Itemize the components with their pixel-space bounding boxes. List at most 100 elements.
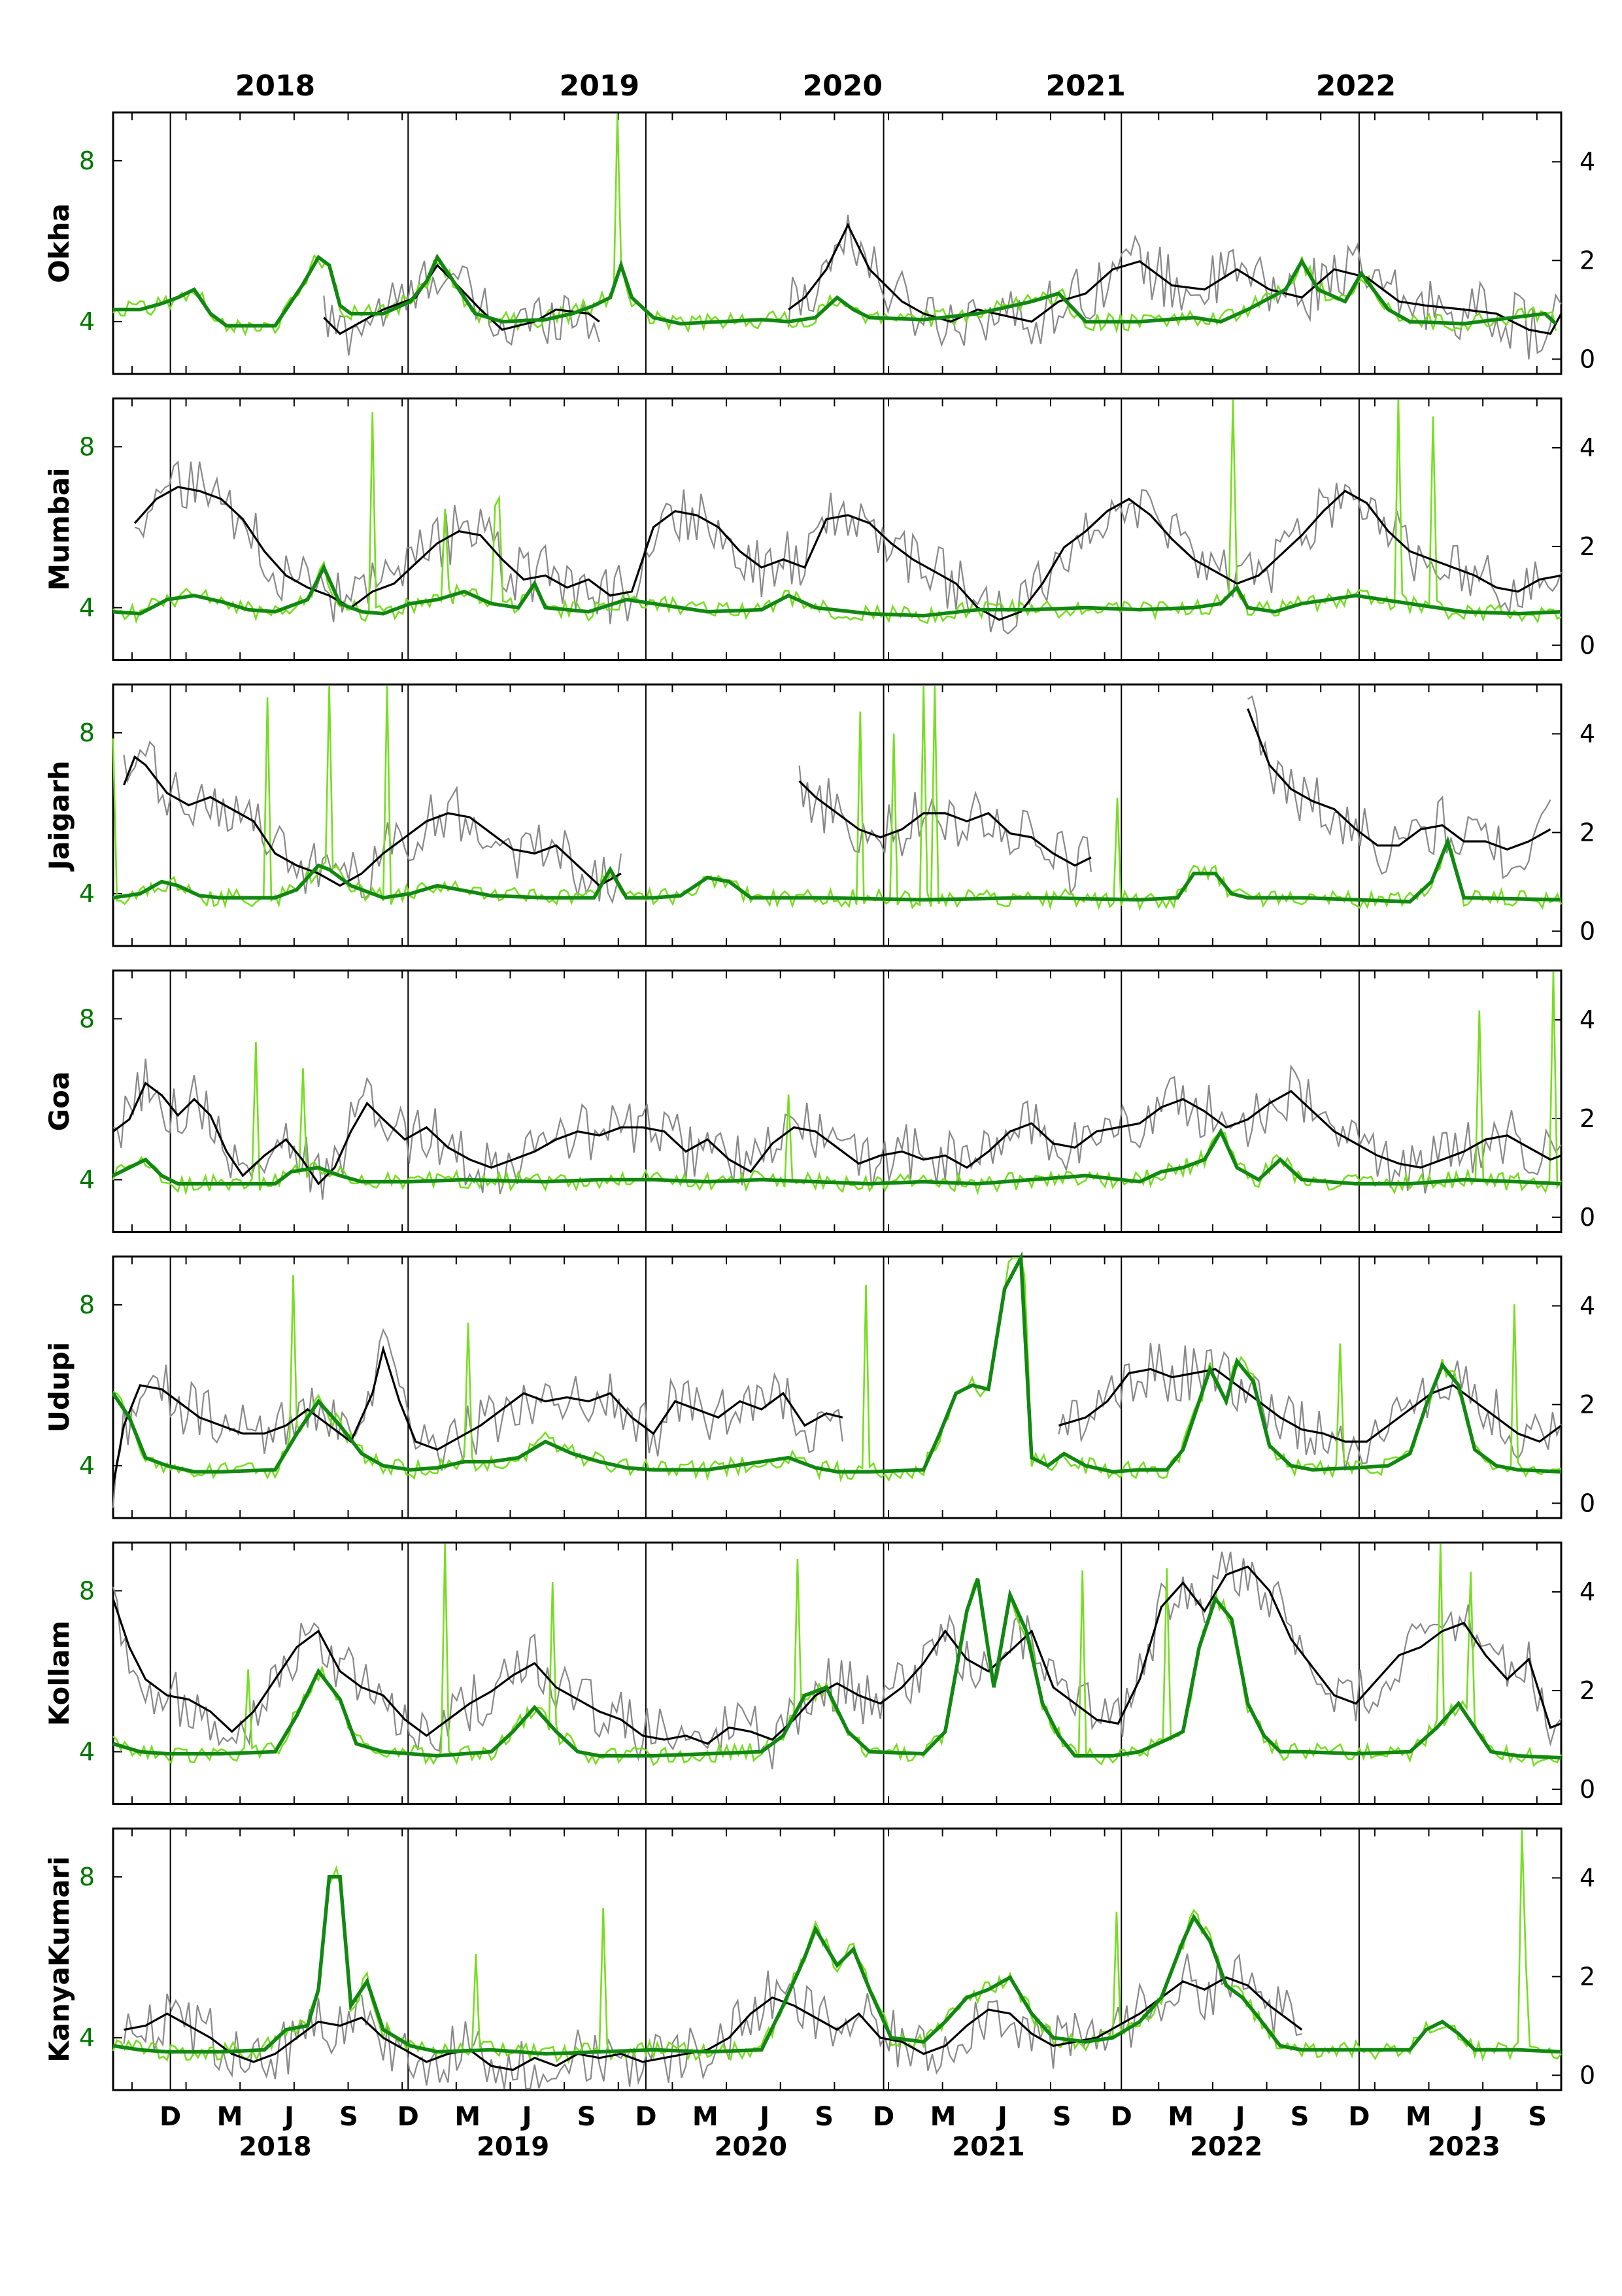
smooth-black-series-jaigarh xyxy=(123,708,1551,887)
left-tick-label: 8 xyxy=(79,1004,95,1033)
raw-gray-series-okha xyxy=(323,214,1562,360)
bottom-month-label: D xyxy=(397,2102,419,2132)
bottom-month-label: J xyxy=(996,2102,1007,2132)
smooth-green-series-mumbai xyxy=(112,563,1562,618)
smooth-green-series-goa xyxy=(112,1127,1562,1186)
bottom-month-label: J xyxy=(1234,2102,1245,2132)
top-year-label-2019: 2019 xyxy=(560,69,639,103)
raw-green-series-udupi xyxy=(112,1257,1562,1483)
right-tick-label: 4 xyxy=(1580,1291,1595,1320)
right-tick-label: 0 xyxy=(1580,345,1595,373)
bottom-year-label-2018: 2018 xyxy=(239,2132,311,2162)
right-tick-label: 0 xyxy=(1580,1203,1595,1232)
raw-green-series-mumbai xyxy=(112,399,1562,624)
right-tick-label: 4 xyxy=(1580,719,1595,748)
bottom-month-label: S xyxy=(1528,2102,1547,2132)
raw-green-series-kanyakumari xyxy=(112,1829,1563,2064)
bottom-month-label: S xyxy=(1053,2102,1072,2132)
top-year-label-2020: 2020 xyxy=(803,69,883,103)
smooth-green-series-kanyakumari xyxy=(112,1875,1562,2056)
top-year-label-2021: 2021 xyxy=(1045,69,1125,103)
right-tick-label: 0 xyxy=(1580,1489,1595,1517)
raw-gray-series-kanyakumari xyxy=(123,1953,1302,2090)
bottom-month-label: D xyxy=(1111,2102,1132,2132)
left-tick-label: 8 xyxy=(79,718,95,747)
bottom-month-label: S xyxy=(815,2102,834,2132)
bottom-month-label: J xyxy=(520,2102,532,2132)
bottom-month-label: M xyxy=(1168,2102,1194,2132)
panel-label-mumbai: Mumbai xyxy=(43,467,75,590)
right-tick-label: 2 xyxy=(1580,532,1595,561)
bottom-month-label: S xyxy=(339,2102,358,2132)
smooth-black-series-kollam xyxy=(112,1565,1562,1746)
panel-label-kanyakumari: KanyaKumari xyxy=(43,1856,75,2062)
bottom-year-label-2022: 2022 xyxy=(1190,2132,1262,2162)
raw-gray-series-udupi xyxy=(112,1328,1563,1508)
panel-frame-mumbai xyxy=(112,397,1563,661)
right-tick-label: 2 xyxy=(1580,1104,1595,1133)
panel-label-jaigarh: Jaigarh xyxy=(43,760,75,871)
bottom-month-label: M xyxy=(692,2102,718,2132)
left-tick-label: 4 xyxy=(79,1166,95,1194)
smooth-green-series-udupi xyxy=(111,1251,1562,1474)
bottom-year-label-2021: 2021 xyxy=(952,2132,1024,2162)
right-tick-label: 4 xyxy=(1580,1005,1595,1034)
left-tick-label: 8 xyxy=(79,146,95,175)
smooth-black-series-mumbai xyxy=(133,486,1562,621)
bottom-month-label: J xyxy=(282,2102,294,2132)
bottom-month-label: J xyxy=(1471,2102,1483,2132)
bottom-month-label: J xyxy=(758,2102,769,2132)
right-tick-label: 4 xyxy=(1580,147,1595,176)
right-tick-label: 2 xyxy=(1580,1390,1595,1419)
panel-label-goa: Goa xyxy=(43,1072,75,1132)
right-tick-label: 2 xyxy=(1580,1962,1595,1991)
panel-frame-udupi xyxy=(112,1255,1563,1519)
bottom-month-label: M xyxy=(930,2102,956,2132)
panel-label-kollam: Kollam xyxy=(43,1621,75,1727)
bottom-month-label: D xyxy=(160,2102,181,2132)
top-year-label-2018: 2018 xyxy=(235,69,315,103)
bottom-month-label: D xyxy=(1348,2102,1370,2132)
right-tick-label: 0 xyxy=(1580,1775,1595,1804)
panel-frame-okha xyxy=(112,111,1563,375)
raw-gray-series-goa xyxy=(112,1058,1562,1200)
smooth-black-series-goa xyxy=(112,1081,1562,1186)
right-tick-label: 2 xyxy=(1580,246,1595,275)
right-tick-label: 2 xyxy=(1580,1676,1595,1705)
bottom-month-label: D xyxy=(873,2102,894,2132)
raw-gray-series-jaigarh xyxy=(123,695,1551,904)
smooth-black-series-udupi xyxy=(112,1345,1562,1487)
bottom-year-label-2023: 2023 xyxy=(1428,2132,1500,2162)
left-tick-label: 8 xyxy=(79,1291,95,1319)
raw-gray-series-mumbai xyxy=(134,460,1563,635)
right-tick-label: 4 xyxy=(1580,1863,1595,1892)
raw-green-series-goa xyxy=(112,971,1563,1196)
bottom-month-label: S xyxy=(1291,2102,1309,2132)
left-tick-label: 4 xyxy=(79,879,95,908)
bottom-month-label: M xyxy=(454,2102,481,2132)
left-tick-label: 4 xyxy=(79,1451,95,1480)
right-tick-label: 0 xyxy=(1580,917,1595,945)
smooth-green-series-jaigarh xyxy=(112,836,1562,904)
bottom-year-label-2019: 2019 xyxy=(477,2132,549,2162)
panel-frame-kanyakumari xyxy=(112,1827,1563,2091)
panel-frame-kollam xyxy=(112,1542,1563,1805)
bottom-month-label: S xyxy=(577,2102,596,2132)
smooth-green-series-kollam xyxy=(112,1578,1562,1760)
raw-gray-series-kollam xyxy=(112,1551,1562,1770)
panel-frame-goa xyxy=(112,970,1563,1233)
left-tick-label: 8 xyxy=(79,1863,95,1891)
panel-frame-jaigarh xyxy=(112,683,1563,947)
panel-label-okha: Okha xyxy=(43,203,75,283)
smooth-green-series-okha xyxy=(113,253,1557,328)
bottom-year-label-2020: 2020 xyxy=(715,2132,787,2162)
bottom-month-label: D xyxy=(635,2102,656,2132)
left-tick-label: 4 xyxy=(79,2023,95,2052)
bottom-month-label: M xyxy=(1406,2102,1432,2132)
panel-label-udupi: Udupi xyxy=(43,1342,75,1433)
left-tick-label: 4 xyxy=(79,594,95,622)
right-tick-label: 0 xyxy=(1580,2061,1595,2089)
smooth-black-series-kanyakumari xyxy=(124,1976,1303,2071)
